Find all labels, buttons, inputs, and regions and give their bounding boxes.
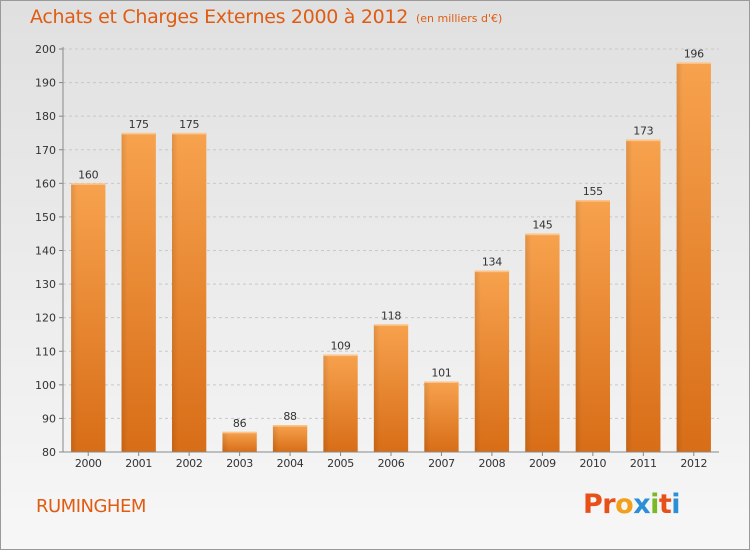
bar-top-highlight [474, 270, 510, 273]
bar-top-highlight [71, 183, 106, 185]
x-tick-label: 2000 [75, 457, 102, 470]
y-tick-label: 140 [35, 245, 56, 258]
commune-name: RUMINGHEM [36, 496, 146, 517]
x-tick-label: 2004 [277, 457, 304, 470]
bar-2003 [222, 431, 257, 452]
value-label: 101 [431, 366, 451, 379]
bar-top-highlight [272, 425, 308, 427]
bar-top-highlight [323, 354, 358, 357]
y-tick-label: 150 [35, 211, 56, 224]
bar-top-highlight [676, 62, 711, 64]
x-tick-label: 2011 [630, 457, 657, 470]
bar-top-highlight [626, 139, 661, 142]
x-tick-label: 2001 [125, 457, 152, 470]
x-tick-label: 2012 [680, 457, 707, 470]
bar-shade [272, 425, 280, 452]
value-label: 196 [684, 47, 704, 60]
x-tick-label: 2007 [428, 457, 455, 470]
y-tick-label: 160 [35, 177, 56, 190]
bar-top-highlight [575, 200, 611, 202]
y-tick-label: 100 [35, 379, 56, 392]
value-label: 175 [129, 118, 149, 131]
value-label: 109 [330, 340, 350, 353]
logo-letter: t [658, 489, 672, 520]
x-tick-label: 2005 [327, 457, 354, 470]
logo-letter: i [671, 489, 681, 520]
y-tick-label: 80 [42, 446, 56, 459]
value-label: 145 [532, 219, 552, 232]
bar-shade [222, 431, 229, 452]
bar-top-highlight [222, 431, 257, 434]
value-label: 155 [583, 185, 603, 198]
y-tick-label: 120 [35, 312, 56, 325]
bar-shade [71, 183, 78, 453]
y-tick-label: 90 [42, 412, 56, 425]
logo-letter: P [583, 489, 603, 520]
bar-top-highlight [171, 132, 207, 135]
value-label: 173 [633, 125, 653, 138]
logo-letter: r [602, 489, 616, 520]
bar-top-highlight [121, 132, 156, 135]
bars: 160 175 175 86 88 109 118 101 134 145 155 173 196 [71, 47, 711, 453]
value-label: 88 [283, 410, 297, 423]
bar-shade [121, 132, 128, 453]
bar-shade [373, 324, 381, 452]
bar-shade [575, 200, 582, 452]
y-tick-label: 170 [35, 144, 56, 157]
y-tick-label: 110 [35, 345, 56, 358]
bar-shade [626, 139, 633, 453]
y-tick-label: 130 [35, 278, 56, 291]
chart-title: Achats et Charges Externes 2000 à 2012 [30, 6, 409, 28]
y-tick-label: 190 [35, 77, 56, 90]
x-tick-label: 2009 [529, 457, 556, 470]
bar-top-highlight [525, 233, 560, 236]
x-tick-label: 2002 [176, 457, 203, 470]
axes: 80 90 100 110 120 130 140 150 160 170 180 190 200 200… [35, 43, 719, 470]
value-label: 86 [233, 417, 247, 430]
value-label: 118 [381, 309, 401, 322]
y-tick-label: 200 [35, 43, 56, 56]
chart-subtitle: (en milliers d'€) [416, 12, 503, 25]
bar-shade [474, 270, 481, 452]
logo-letter: i [650, 489, 659, 520]
bar-shade [323, 354, 330, 452]
bar-shade [171, 132, 179, 453]
x-tick-label: 2010 [579, 457, 606, 470]
proxiti-logo[interactable]: Proxiti [583, 489, 681, 520]
x-tick-label: 2006 [378, 457, 405, 470]
bar-shade [676, 62, 683, 452]
logo-letter: x [633, 489, 651, 520]
value-label: 175 [179, 118, 199, 131]
bar-top-highlight [373, 324, 409, 326]
bar-top-highlight [424, 381, 459, 383]
value-label: 134 [482, 256, 502, 269]
bar-shade [525, 233, 532, 452]
x-tick-label: 2008 [479, 457, 506, 470]
value-label: 160 [78, 168, 98, 181]
y-tick-label: 180 [35, 110, 56, 123]
bar-shade [424, 381, 431, 452]
logo-letter: o [615, 489, 634, 520]
x-tick-label: 2003 [226, 457, 253, 470]
